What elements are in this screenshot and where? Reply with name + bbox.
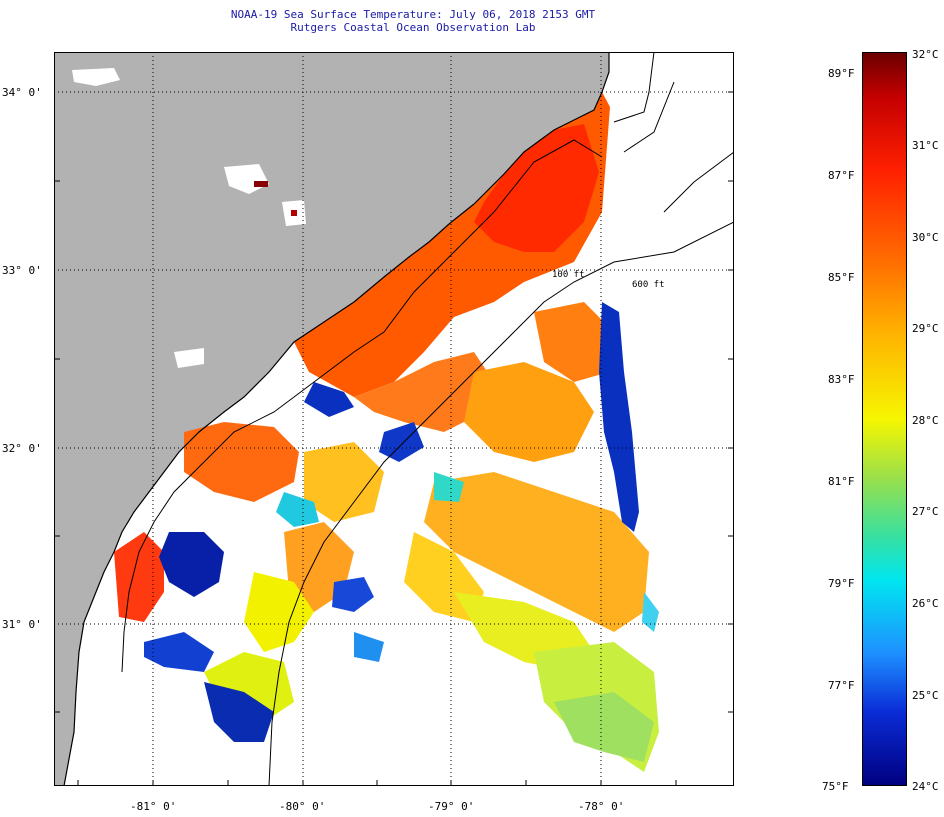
cb-f-87: 87°F [828, 169, 855, 182]
lat-label-34: 34° 0' [2, 86, 42, 99]
warm-lake-pixel [254, 181, 268, 187]
lat-label-31: 31° 0' [2, 618, 42, 631]
cb-c-30: 30°C [912, 231, 939, 244]
cb-f-89: 89°F [828, 67, 855, 80]
warm-lake-pixel-2 [291, 210, 297, 216]
cb-c-25: 25°C [912, 689, 939, 702]
temperature-colorbar [862, 52, 907, 786]
cb-f-79: 79°F [828, 577, 855, 590]
cb-f-75: 75°F [822, 780, 849, 793]
map-frame [54, 52, 734, 786]
cb-f-77: 77°F [828, 679, 855, 692]
land-mass [54, 52, 609, 786]
sst-map: 100 ft 600 ft [54, 46, 735, 787]
isobath-100ft [121, 139, 603, 673]
title-line-2: Rutgers Coastal Ocean Observation Lab [290, 21, 536, 34]
cb-c-26: 26°C [912, 597, 939, 610]
outer-banks-coast [613, 51, 735, 213]
lat-label-32: 32° 0' [2, 442, 42, 455]
title-line-1: NOAA-19 Sea Surface Temperature: July 06… [230, 8, 596, 21]
cb-c-31: 31°C [912, 139, 939, 152]
cb-c-28: 28°C [912, 414, 939, 427]
lon-label-81: -81° 0' [130, 800, 177, 813]
lon-label-80: -80° 0' [279, 800, 326, 813]
isobath-label-100ft: 100 ft [552, 270, 585, 280]
lon-label-79: -79° 0' [428, 800, 475, 813]
cb-c-27: 27°C [912, 505, 939, 518]
cb-c-32: 32°C [912, 48, 939, 61]
isobath-label-600ft: 600 ft [632, 280, 665, 290]
cb-f-83: 83°F [828, 373, 855, 386]
sst-data-layer [114, 92, 659, 772]
isobath-600ft [268, 221, 735, 787]
lon-label-78: -78° 0' [578, 800, 625, 813]
cb-f-81: 81°F [828, 475, 855, 488]
lat-label-33: 33° 0' [2, 264, 42, 277]
graticule [54, 52, 734, 786]
cb-f-85: 85°F [828, 271, 855, 284]
cb-c-29: 29°C [912, 322, 939, 335]
coastline [63, 52, 610, 787]
cb-c-24: 24°C [912, 780, 939, 793]
